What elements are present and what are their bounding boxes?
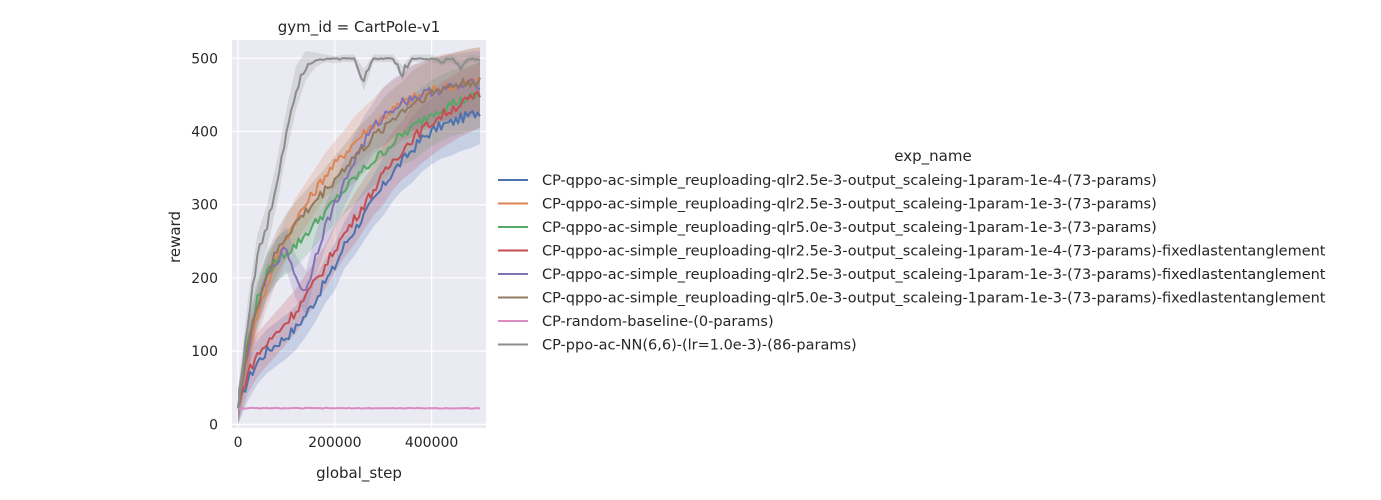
x-tick-labels: 0 200000 400000 [234,435,459,451]
chart-title: gym_id = CartPole-v1 [278,18,441,37]
series-band [238,62,480,425]
series-band [238,62,480,425]
y-axis-label: reward [166,211,184,263]
y-tick-label: 400 [191,125,218,141]
grid [232,40,486,428]
legend-label: CP-qppo-ac-simple_reuploading-qlr5.0e-3-… [542,220,1157,236]
series-line [237,57,481,409]
plot-background [232,40,486,428]
legend-label: CP-qppo-ac-simple_reuploading-qlr2.5e-3-… [542,173,1157,189]
legend-label: CP-qppo-ac-simple_reuploading-qlr2.5e-3-… [542,244,1326,260]
x-axis-label: global_step [316,464,402,483]
series-line [237,110,481,409]
x-tick-label: 400000 [405,435,458,451]
series-line [237,406,481,410]
y-tick-label: 0 [209,417,218,433]
legend-title: exp_name [894,147,971,166]
series-line [237,78,481,409]
x-tick-label: 0 [234,435,243,451]
series-line [237,90,481,409]
legend: CP-qppo-ac-simple_reuploading-qlr2.5e-3-… [498,173,1326,354]
series-line [237,92,481,409]
legend-label: CP-qppo-ac-simple_reuploading-qlr5.0e-3-… [542,291,1326,307]
legend-label: CP-ppo-ac-NN(6,6)-(lr=1.0e-3)-(86-params… [542,338,857,354]
series-line [237,77,481,409]
legend-label: CP-qppo-ac-simple_reuploading-qlr2.5e-3-… [542,267,1326,283]
series-band [238,78,480,425]
legend-label: CP-qppo-ac-simple_reuploading-qlr2.5e-3-… [542,197,1157,213]
y-tick-label: 300 [191,198,218,214]
y-tick-label: 500 [191,51,218,67]
y-tick-labels: 0 100 200 300 400 500 [191,51,218,433]
legend-label: CP-random-baseline-(0-params) [542,314,774,330]
series-lines [237,57,481,410]
y-tick-label: 100 [191,344,218,360]
x-tick-label: 200000 [308,435,361,451]
y-tick-label: 200 [191,271,218,287]
